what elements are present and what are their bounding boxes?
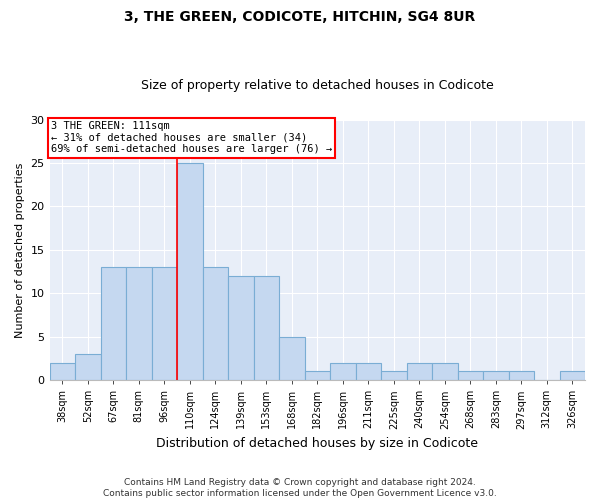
Bar — [330, 363, 356, 380]
Y-axis label: Number of detached properties: Number of detached properties — [15, 162, 25, 338]
Title: Size of property relative to detached houses in Codicote: Size of property relative to detached ho… — [141, 79, 494, 92]
Bar — [458, 372, 483, 380]
Bar — [483, 372, 509, 380]
Bar — [407, 363, 432, 380]
Bar — [356, 363, 381, 380]
Bar — [279, 336, 305, 380]
Bar — [75, 354, 101, 380]
Bar — [101, 267, 126, 380]
Bar — [177, 163, 203, 380]
Text: 3, THE GREEN, CODICOTE, HITCHIN, SG4 8UR: 3, THE GREEN, CODICOTE, HITCHIN, SG4 8UR — [124, 10, 476, 24]
Bar — [254, 276, 279, 380]
Bar — [50, 363, 75, 380]
X-axis label: Distribution of detached houses by size in Codicote: Distribution of detached houses by size … — [156, 437, 478, 450]
Bar — [509, 372, 534, 380]
Bar — [152, 267, 177, 380]
Bar — [305, 372, 330, 380]
Text: Contains HM Land Registry data © Crown copyright and database right 2024.
Contai: Contains HM Land Registry data © Crown c… — [103, 478, 497, 498]
Bar — [381, 372, 407, 380]
Text: 3 THE GREEN: 111sqm
← 31% of detached houses are smaller (34)
69% of semi-detach: 3 THE GREEN: 111sqm ← 31% of detached ho… — [51, 122, 332, 154]
Bar — [203, 267, 228, 380]
Bar — [560, 372, 585, 380]
Bar — [228, 276, 254, 380]
Bar — [432, 363, 458, 380]
Bar — [126, 267, 152, 380]
